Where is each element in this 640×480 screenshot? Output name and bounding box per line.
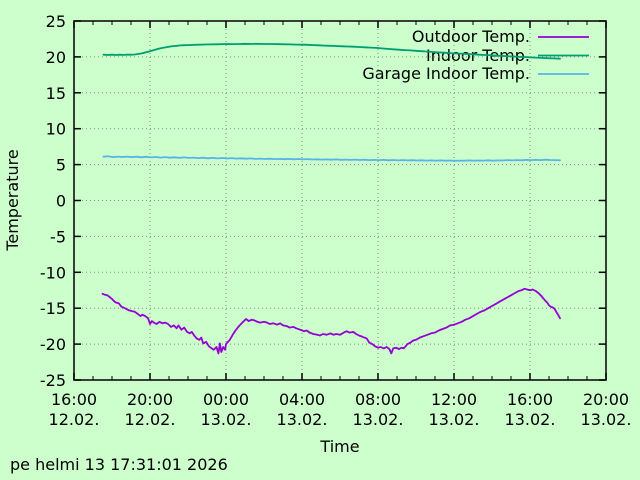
x-axis-title: Time	[319, 437, 359, 456]
legend: Outdoor Temp. Indoor Temp. Garage Indoor…	[362, 27, 589, 83]
y-tick-label: 0	[56, 192, 66, 211]
x-tick-time-label: 00:00	[203, 390, 249, 409]
x-tick-date-label: 12.02.	[49, 410, 100, 429]
x-tick-date-label: 13.02.	[353, 410, 404, 429]
x-tick-time-label: 04:00	[279, 390, 325, 409]
x-tick-time-label: 08:00	[355, 390, 401, 409]
x-tick-time-label: 16:00	[507, 390, 553, 409]
y-tick-label: 20	[46, 48, 66, 67]
x-tick-time-label: 12:00	[431, 390, 477, 409]
series-indoor-temp	[102, 42, 561, 60]
y-tick-label: 5	[56, 156, 66, 175]
series-outdoor-temp	[101, 287, 561, 355]
y-tick-label: -5	[50, 227, 66, 246]
legend-label-garage: Garage Indoor Temp.	[362, 64, 530, 83]
y-tick-label: -15	[40, 299, 66, 318]
series-garage-indoor-temp	[102, 155, 561, 162]
y-tick-label: -25	[40, 371, 66, 390]
x-tick-date-label: 13.02.	[581, 410, 632, 429]
y-tick-label: -20	[40, 335, 66, 354]
x-tick-time-label: 20:00	[127, 390, 173, 409]
x-tick-date-label: 13.02.	[277, 410, 328, 429]
x-tick-date-label: 13.02.	[429, 410, 480, 429]
x-tick-time-label: 16:00	[51, 390, 97, 409]
y-axis-title: Temperature	[3, 149, 22, 251]
plot-timestamp: pe helmi 13 17:31:01 2026	[10, 455, 228, 474]
x-tick-date-label: 13.02.	[201, 410, 252, 429]
legend-label-outdoor: Outdoor Temp.	[412, 27, 530, 46]
y-tick-label: -10	[40, 263, 66, 282]
y-tick-label: 10	[46, 120, 66, 139]
y-tick-label: 15	[46, 84, 66, 103]
y-tick-label: 25	[46, 12, 66, 31]
x-tick-date-label: 12.02.	[125, 410, 176, 429]
x-tick-time-label: 20:00	[583, 390, 629, 409]
x-tick-date-label: 13.02.	[505, 410, 556, 429]
